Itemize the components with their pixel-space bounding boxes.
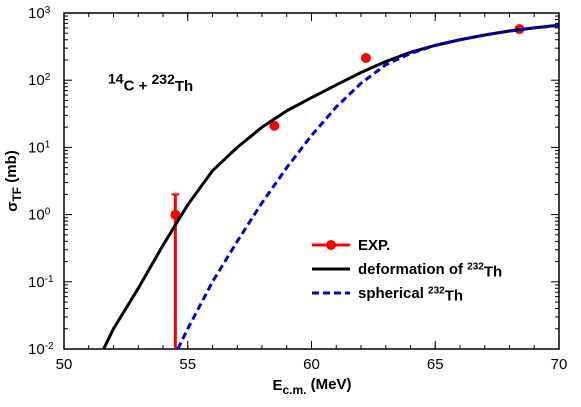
y-tick-base: 10	[28, 5, 45, 22]
annotation-part: 14	[108, 71, 124, 87]
y-tick-exp: 3	[45, 5, 51, 16]
y-tick-exp: 1	[45, 139, 51, 150]
annotation-part: 232	[152, 71, 176, 87]
y-tick-label: 10-1	[28, 274, 54, 291]
exp-point	[360, 52, 371, 63]
y-tick-label: 102	[28, 72, 51, 89]
y-axis-label: σTF (mb)	[3, 150, 24, 212]
legend-label: deformation of 232Th	[358, 261, 502, 280]
y-tick-base: 10	[28, 139, 45, 156]
legend-swatch	[326, 240, 336, 250]
legend-label-part: Th	[484, 263, 502, 280]
y-axis-label-part: σ	[4, 202, 21, 212]
x-axis-label: Ec.m. (MeV)	[272, 376, 351, 397]
legend-label-part: Th	[445, 287, 463, 304]
y-tick-base: 10	[28, 274, 45, 291]
y-tick-exp: -1	[45, 274, 54, 285]
x-tick-label: 65	[427, 356, 444, 373]
legend-label-part: 232	[428, 286, 445, 297]
y-tick-label: 10-2	[28, 341, 54, 358]
y-tick-base: 10	[28, 207, 45, 224]
y-tick-label: 103	[28, 5, 51, 22]
y-tick-label: 100	[28, 207, 51, 224]
plot-frame	[63, 12, 560, 350]
x-axis-label-part: (MeV)	[307, 376, 352, 393]
x-tick-label: 60	[303, 356, 320, 373]
y-tick-exp: -2	[45, 341, 54, 352]
y-tick-base: 10	[28, 341, 45, 358]
exp-point	[269, 120, 280, 131]
y-tick-base: 10	[28, 72, 45, 89]
y-tick-label: 101	[28, 139, 51, 156]
annotation-part: C +	[124, 77, 152, 94]
exp-point	[170, 209, 181, 220]
curve	[176, 24, 559, 349]
legend-label-part: deformation of	[358, 261, 467, 278]
legend-label-part: 232	[467, 262, 484, 273]
legend-label-part: spherical	[358, 285, 428, 302]
annotation: 14C + 232Th	[108, 71, 193, 95]
legend-label: EXP.	[358, 237, 390, 254]
x-tick-label: 55	[179, 356, 196, 373]
legend-label: spherical 232Th	[358, 285, 463, 304]
x-axis-label-part: E	[272, 377, 282, 394]
annotation-part: Th	[175, 78, 193, 95]
x-tick-label: 50	[56, 356, 73, 373]
y-axis-label-part: TF	[10, 187, 24, 202]
y-tick-exp: 0	[45, 207, 51, 218]
y-axis-label-part: (mb)	[3, 150, 20, 187]
y-tick-exp: 2	[45, 72, 51, 83]
x-tick-label: 70	[551, 356, 568, 373]
legend-label-part: EXP.	[358, 237, 390, 254]
x-axis-label-part: c.m.	[283, 383, 307, 397]
